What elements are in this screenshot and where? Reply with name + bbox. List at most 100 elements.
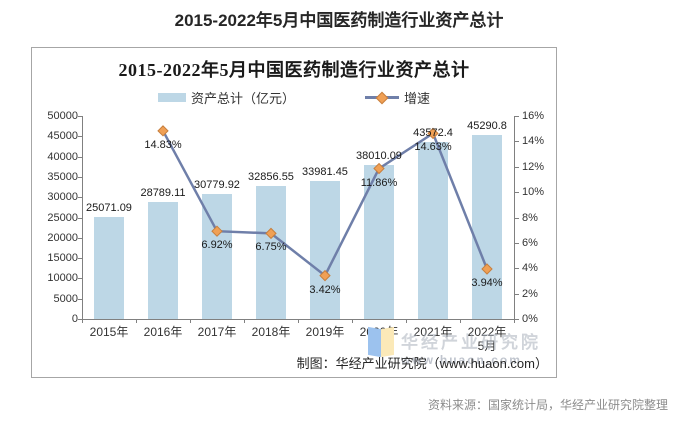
y-axis-left-tick [78,156,82,158]
bar [148,202,178,319]
y-axis-left-tick [78,237,82,239]
y-axis-left-tick [78,176,82,178]
legend-label-growth-rate: 增速 [404,91,431,106]
x-axis-label: 2018年 [251,325,291,339]
bar [94,217,124,319]
y-axis-left-label: 15000 [47,252,78,265]
y-axis-right-label: 0% [522,313,538,325]
y-axis-left-tick [78,197,82,199]
y-axis-right-tick [515,242,519,244]
y-axis-right-label: 2% [522,287,538,300]
y-axis-left-tick [78,217,82,219]
bar-value-label: 33981.45 [302,166,348,179]
y-axis-left-tick [78,278,82,280]
y-axis-right-label: 12% [522,160,545,173]
y-axis-right [514,116,515,319]
y-axis-right-label: 14% [522,135,545,148]
watermark-url: www.huaon.com [401,353,522,367]
y-axis-right-tick [515,166,519,168]
y-axis-left-label: 0 [71,313,78,325]
y-axis-right-label: 4% [522,262,538,275]
y-axis-right-tick [515,268,519,270]
diamond-marker [481,263,493,275]
x-axis-tick [406,319,407,323]
y-axis-left-label: 50000 [47,110,78,122]
y-axis-right-tick [515,293,519,295]
page-title: 2015-2022年5月中国医药制造行业资产总计 [174,11,504,30]
bar-value-label: 45290.8 [467,120,507,133]
x-axis-tick [244,319,245,323]
y-axis-right-label: 16% [522,110,545,122]
diamond-marker [157,125,169,137]
x-axis-label: 2017年 [197,325,237,339]
chart-credit: 制图：华经产业研究院（www.huaon.com） [296,356,548,371]
diamond-marker [319,269,331,282]
y-axis-left-label: 45000 [47,130,78,143]
y-axis-left-tick [78,136,82,138]
watermark: 华经产业研究院 www.huaon.com [368,326,541,367]
y-axis-left-tick [78,319,82,320]
y-axis-right-label: 8% [522,211,538,224]
diamond-marker [265,227,277,240]
bar-value-label: 28789.11 [140,187,186,200]
data-source: 资料来源：国家统计局，华经产业研究院整理 [427,398,668,412]
watermark-name: 华经产业研究院 [401,333,541,352]
bar-value-label: 43572.4 [413,127,453,140]
legend-item-growth-rate: 增速 [365,88,430,107]
y-axis-left-label: 35000 [47,170,78,183]
y-axis-left [82,116,83,319]
bar-value-label: 25071.09 [86,202,132,215]
chart-title: 2015-2022年5月中国医药制造行业资产总计 [118,60,470,80]
y-axis-left-label: 20000 [47,231,78,244]
y-axis-left-label: 10000 [47,272,78,285]
diamond-marker [211,225,223,237]
bar [418,142,448,319]
y-axis-left-label: 30000 [47,191,78,204]
bar-value-label: 32856.55 [248,170,294,183]
chart-legend: 资产总计（亿元） 增速 [32,88,556,107]
y-axis-right-tick [515,217,519,219]
x-axis-label: 2022年 5月 [467,325,507,353]
y-axis-right-label: 10% [522,186,545,199]
growth-rate-line [157,125,493,282]
y-axis-left-label: 25000 [47,211,78,224]
x-axis-tick [460,319,461,323]
growth-rate-label: 6.92% [201,239,233,252]
x-axis-tick [136,319,137,323]
growth-rate-label: 14.63% [414,141,452,154]
line-diamond-icon [365,91,399,104]
growth-rate-label: 6.75% [255,241,287,254]
x-axis-tick [352,319,353,323]
legend-item-total-assets: 资产总计（亿元） [157,88,295,107]
x-axis-label: 2019年 [305,325,345,339]
x-axis-label: 2016年 [143,325,183,339]
x-axis-tick [514,319,515,323]
x-axis-label: 2021年 [413,325,453,339]
bar-value-label: 38010.09 [356,149,402,162]
bar-value-label: 30779.92 [194,179,240,192]
bar [256,185,286,319]
y-axis-left-tick [78,298,82,300]
y-axis-right-tick [515,141,519,143]
diamond-marker [427,127,439,140]
y-axis-left-tick [78,258,82,260]
growth-rate-label: 3.94% [471,277,503,289]
y-axis-right-tick [515,192,519,194]
bar [310,181,340,319]
diamond-marker [373,162,385,175]
growth-rate-label: 14.83% [144,138,182,151]
bar-swatch-icon [157,93,186,102]
bar [472,135,502,319]
y-axis-right-label: 6% [522,236,538,249]
growth-rate-label: 3.42% [309,283,341,296]
y-axis-left-label: 5000 [53,292,78,305]
y-axis-right-tick [515,116,519,117]
growth-rate-label: 11.86% [360,176,398,189]
x-axis-tick [298,319,299,323]
plot-area: 0 5000 10000 15000 20000 25000 30000 35000 40000… [32,48,558,379]
y-axis-left-label: 40000 [47,150,78,163]
legend-label-total-assets: 资产总计（亿元） [190,91,295,106]
y-axis-right-tick [515,319,519,320]
x-axis-tick [190,319,191,323]
x-axis-tick [82,319,83,323]
